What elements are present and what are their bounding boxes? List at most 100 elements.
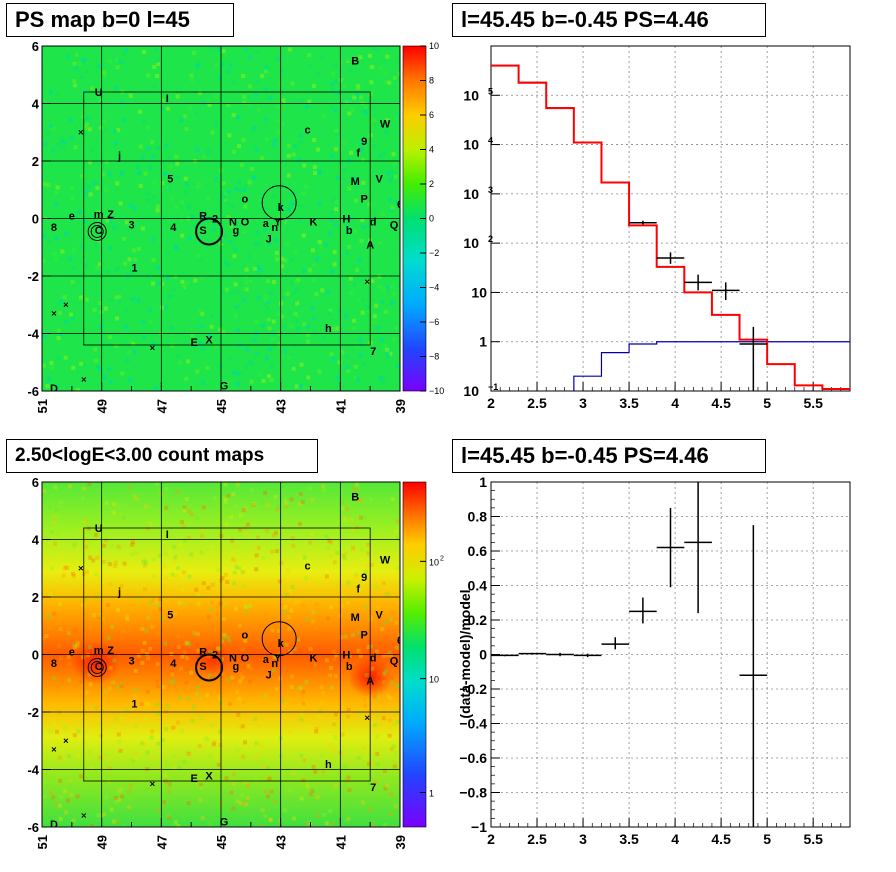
- count-pixel: [246, 663, 251, 668]
- source-circle: [195, 217, 224, 246]
- map-pixel: [352, 229, 357, 234]
- map-pixel: [349, 150, 354, 155]
- count-pixel: [324, 534, 329, 539]
- count-pixel: [160, 616, 165, 621]
- map-pixel: [214, 153, 219, 158]
- map-pixel: [226, 215, 231, 220]
- map-pixel: [261, 123, 266, 128]
- map-pixel: [171, 313, 176, 318]
- count-pixel: [314, 547, 319, 552]
- map-pixel: [45, 384, 50, 389]
- map-pixel: [302, 269, 307, 274]
- count-pixel: [216, 568, 221, 573]
- colorbar-exponent: 2: [440, 555, 444, 562]
- map-pixel: [159, 305, 164, 310]
- count-pixel: [48, 790, 53, 795]
- map-pixel: [131, 122, 136, 127]
- map-pixel: [319, 125, 324, 130]
- map-pixel: [137, 171, 142, 176]
- count-pixel: [274, 804, 279, 809]
- map-pixel: [167, 319, 172, 324]
- map-pixel: [248, 84, 253, 89]
- map-pixel: [224, 380, 229, 385]
- count-pixel: [184, 641, 189, 646]
- map-pixel: [329, 217, 334, 222]
- count-pixel: [226, 493, 231, 498]
- count-pixel: [332, 560, 337, 565]
- map-pixel: [142, 119, 147, 124]
- x-tick-label: 2.5: [527, 831, 547, 847]
- map-pixel: [196, 62, 201, 67]
- count-pixel: [95, 568, 100, 573]
- map-pixel: [258, 372, 263, 377]
- count-pixel: [289, 674, 294, 679]
- count-pixel: [105, 758, 110, 763]
- count-pixel: [375, 713, 380, 718]
- count-pixel: [330, 685, 335, 690]
- y-tick-label: -6: [27, 384, 39, 399]
- map-pixel: [364, 110, 369, 115]
- source-label: U: [95, 523, 103, 535]
- source-label: j: [117, 586, 121, 598]
- count-pixel: [54, 741, 59, 746]
- map-pixel: [200, 311, 205, 316]
- count-pixel: [382, 768, 387, 773]
- source-label: M: [351, 612, 360, 624]
- count-pixel: [248, 679, 253, 684]
- count-pixel: [359, 547, 364, 552]
- count-pixel: [390, 566, 395, 571]
- count-pixel: [126, 707, 131, 712]
- map-pixel: [173, 274, 178, 279]
- map-pixel: [195, 369, 200, 374]
- map-pixel: [42, 334, 47, 339]
- count-pixel: [242, 638, 247, 643]
- count-pixel: [305, 821, 310, 826]
- map-pixel: [274, 185, 279, 190]
- map-pixel: [114, 57, 119, 62]
- map-pixel: [124, 324, 129, 329]
- map-pixel: [184, 280, 189, 285]
- source-label: 5: [167, 173, 173, 185]
- y-tick-label: 10: [463, 87, 479, 103]
- count-pixel: [135, 596, 140, 601]
- count-pixel: [199, 550, 204, 555]
- count-pixel: [328, 742, 333, 747]
- count-pixel: [163, 564, 168, 569]
- count-pixel: [72, 733, 77, 738]
- count-pixel: [199, 785, 204, 790]
- map-pixel: [175, 174, 180, 179]
- count-pixel: [254, 567, 259, 572]
- count-pixel: [175, 720, 180, 725]
- map-pixel: [205, 196, 210, 201]
- model-line-blue: [573, 341, 850, 391]
- count-pixel: [130, 542, 135, 547]
- map-pixel: [397, 112, 400, 117]
- ps-map-title: PS map b=0 l=45: [6, 3, 234, 37]
- map-pixel: [352, 282, 357, 287]
- map-pixel: [220, 239, 225, 244]
- map-pixel: [230, 203, 235, 208]
- map-pixel: [310, 306, 315, 311]
- count-pixel: [275, 730, 280, 735]
- source-label: b: [346, 661, 353, 673]
- count-pixel: [231, 492, 236, 497]
- count-pixel: [210, 582, 215, 587]
- count-pixel: [113, 796, 118, 801]
- count-pixel: [391, 765, 396, 770]
- map-pixel: [397, 71, 400, 76]
- count-pixel: [328, 809, 333, 814]
- map-pixel: [299, 99, 304, 104]
- map-pixel: [376, 325, 381, 330]
- count-pixel: [318, 709, 323, 714]
- map-pixel: [382, 151, 387, 156]
- map-pixel: [279, 301, 284, 306]
- map-pixel: [332, 250, 337, 255]
- x-tick-label: 5.5: [803, 831, 823, 847]
- map-pixel: [386, 291, 391, 296]
- map-pixel: [380, 380, 385, 385]
- count-pixel: [198, 696, 203, 701]
- map-pixel: [234, 289, 239, 294]
- count-pixel: [226, 635, 231, 640]
- source-label: 8: [51, 658, 57, 670]
- map-pixel: [228, 357, 233, 362]
